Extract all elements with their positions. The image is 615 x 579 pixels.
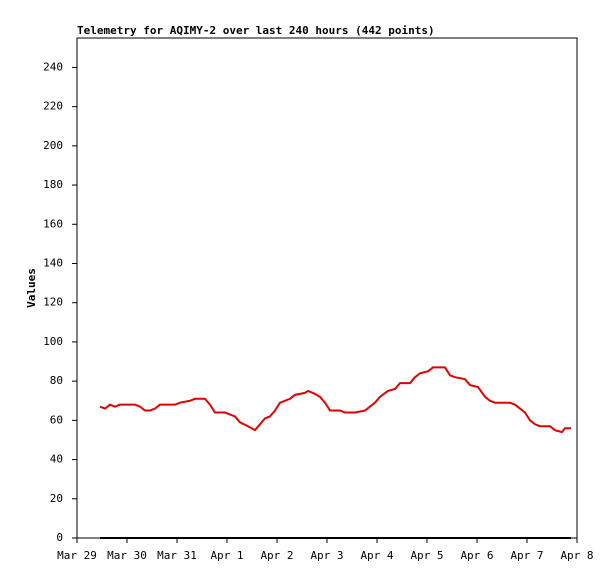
- y-tick-label: 0: [56, 531, 63, 544]
- x-tick-label: Apr 3: [310, 549, 343, 562]
- x-tick-label: Apr 5: [410, 549, 443, 562]
- data-line: [99, 366, 571, 434]
- y-tick-label: 220: [43, 100, 63, 113]
- y-tick-label: 80: [50, 374, 63, 387]
- chart-title: Telemetry for AQIMY-2 over last 240 hour…: [77, 24, 435, 37]
- plot-frame: [76, 37, 578, 539]
- x-tick-label: Mar 30: [107, 549, 147, 562]
- x-tick-label: Mar 31: [157, 549, 197, 562]
- x-tick-label: Apr 2: [260, 549, 293, 562]
- y-axis-label: Values: [25, 268, 38, 308]
- y-tick-label: 140: [43, 256, 63, 269]
- y-tick-label: 240: [43, 60, 63, 73]
- x-tick-label: Apr 7: [510, 549, 543, 562]
- x-tick-label: Apr 4: [360, 549, 393, 562]
- y-tick-label: 40: [50, 453, 63, 466]
- y-tick-label: 200: [43, 139, 63, 152]
- y-tick-label: 20: [50, 492, 63, 505]
- y-tick-label: 180: [43, 178, 63, 191]
- y-tick-label: 120: [43, 296, 63, 309]
- x-tick-label: Mar 29: [57, 549, 97, 562]
- x-tick-label: Apr 8: [560, 549, 593, 562]
- y-tick-label: 160: [43, 217, 63, 230]
- y-tick-label: 60: [50, 413, 63, 426]
- y-tick-label: 100: [43, 335, 63, 348]
- x-tick-label: Apr 1: [210, 549, 243, 562]
- x-tick-label: Apr 6: [460, 549, 493, 562]
